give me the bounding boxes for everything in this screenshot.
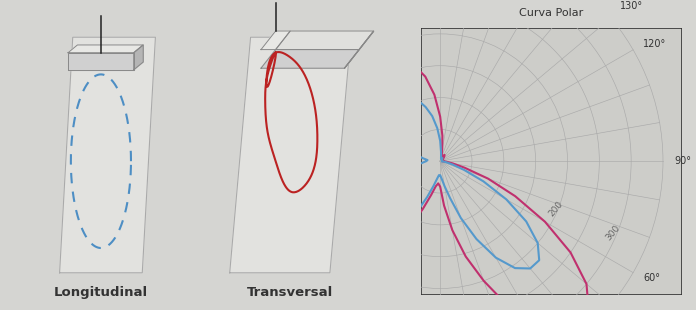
Polygon shape xyxy=(230,37,351,273)
Polygon shape xyxy=(345,31,374,68)
Text: 60°: 60° xyxy=(643,273,660,283)
Polygon shape xyxy=(134,45,143,70)
Text: Transversal: Transversal xyxy=(247,286,333,299)
Text: 130°: 130° xyxy=(619,1,643,11)
Text: 120°: 120° xyxy=(643,39,666,49)
Polygon shape xyxy=(261,50,359,68)
Polygon shape xyxy=(276,31,374,50)
Text: 200: 200 xyxy=(546,199,564,218)
Text: 90°: 90° xyxy=(674,156,691,166)
Polygon shape xyxy=(68,45,143,53)
Text: Curva Polar: Curva Polar xyxy=(519,8,584,18)
Text: Longitudinal: Longitudinal xyxy=(54,286,148,299)
Polygon shape xyxy=(60,37,155,273)
Polygon shape xyxy=(261,31,290,50)
Polygon shape xyxy=(68,53,134,70)
Text: 300: 300 xyxy=(604,223,622,242)
